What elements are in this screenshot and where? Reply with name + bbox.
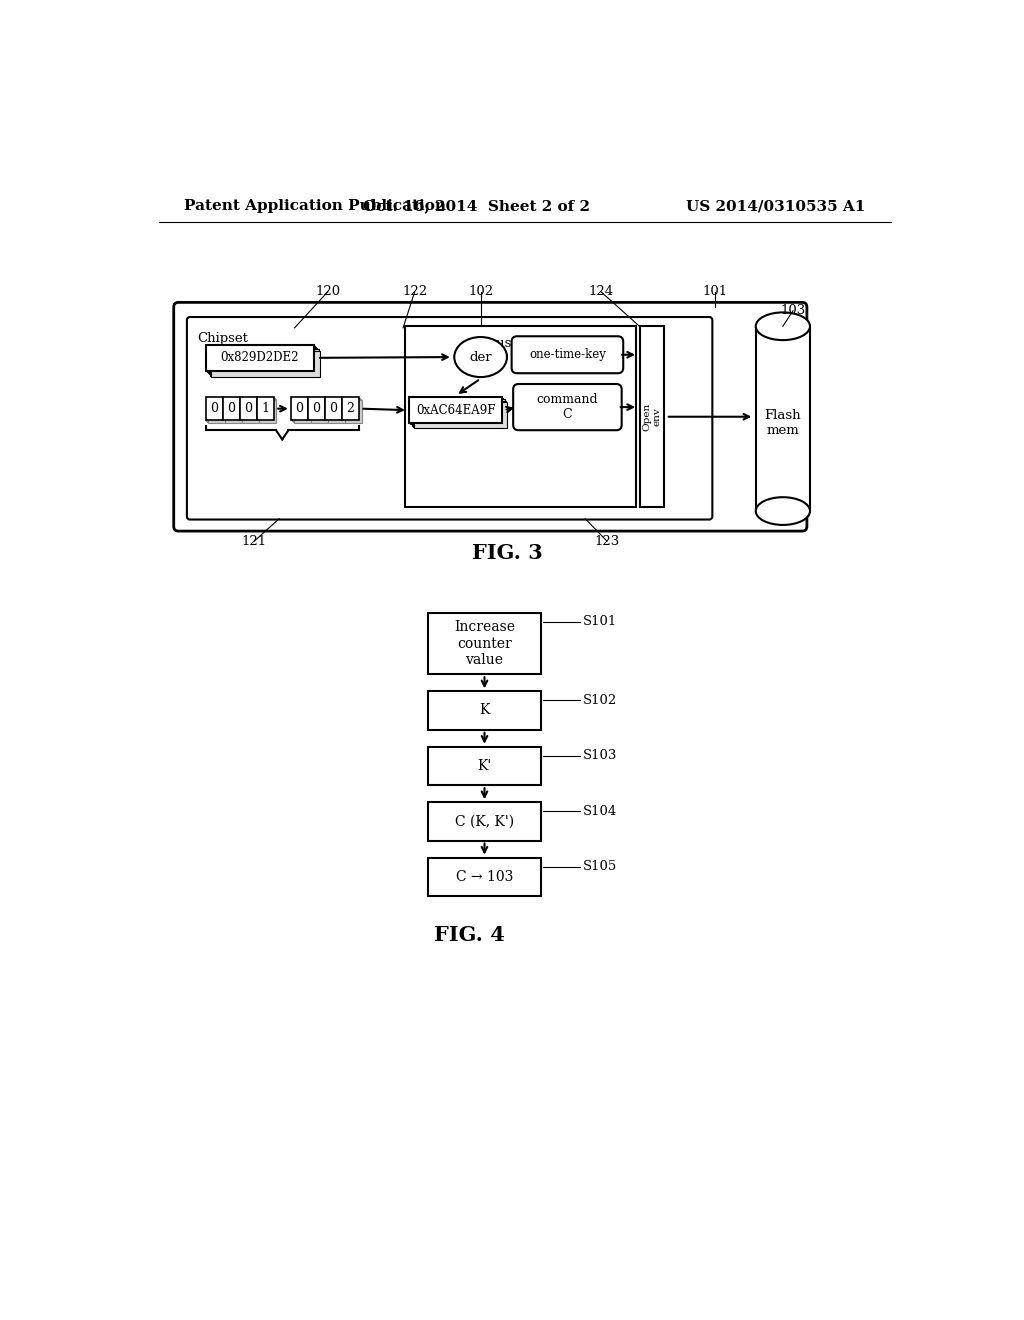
Text: 101: 101 <box>702 285 728 298</box>
Text: 0x829D2DE2: 0x829D2DE2 <box>220 351 299 364</box>
Text: S102: S102 <box>584 694 617 708</box>
Bar <box>327 399 344 422</box>
Bar <box>241 399 258 421</box>
Text: 0: 0 <box>244 403 252 416</box>
Bar <box>328 400 345 422</box>
Bar <box>342 397 359 420</box>
Bar <box>308 397 325 420</box>
Text: FIG. 4: FIG. 4 <box>433 924 505 945</box>
Bar <box>207 399 224 422</box>
Bar <box>309 399 327 422</box>
Text: S104: S104 <box>584 805 617 818</box>
Bar <box>345 400 361 422</box>
Bar <box>257 397 273 420</box>
Text: C → 103: C → 103 <box>456 870 513 884</box>
Bar <box>207 399 223 421</box>
Bar <box>207 346 315 372</box>
Bar <box>291 397 308 420</box>
Bar <box>242 399 258 422</box>
Bar <box>326 399 343 421</box>
Text: 122: 122 <box>402 285 427 298</box>
Bar <box>414 401 507 428</box>
Text: der: der <box>469 351 492 363</box>
Text: Flash
mem: Flash mem <box>765 408 801 437</box>
Text: S101: S101 <box>584 615 617 628</box>
Bar <box>428 692 541 730</box>
Bar <box>211 351 319 376</box>
Text: 0xAC64EA9F: 0xAC64EA9F <box>416 404 496 417</box>
Text: Increase
counter
value: Increase counter value <box>454 620 515 667</box>
Bar <box>209 348 317 375</box>
Text: 121: 121 <box>242 535 267 548</box>
Text: 0: 0 <box>227 403 236 416</box>
Text: Trusted env: Trusted env <box>481 337 561 350</box>
Bar <box>258 399 275 422</box>
Bar <box>412 400 505 425</box>
Text: US 2014/0310535 A1: US 2014/0310535 A1 <box>686 199 866 213</box>
Bar <box>258 399 274 421</box>
Bar <box>428 858 541 896</box>
Text: 102: 102 <box>468 285 494 298</box>
Bar <box>292 399 308 421</box>
Text: S103: S103 <box>584 750 617 763</box>
Text: 103: 103 <box>780 305 806 317</box>
Ellipse shape <box>455 337 507 378</box>
Bar <box>410 397 503 424</box>
Text: 123: 123 <box>594 535 620 548</box>
Text: Chipset: Chipset <box>198 333 249 346</box>
Bar <box>208 347 316 374</box>
Bar <box>343 399 359 421</box>
Bar <box>223 399 241 421</box>
Bar <box>224 399 242 422</box>
Bar <box>206 397 222 420</box>
Bar <box>413 400 506 426</box>
Text: 124: 124 <box>588 285 613 298</box>
Bar <box>222 397 240 420</box>
Text: Patent Application Publication: Patent Application Publication <box>183 199 445 213</box>
Bar <box>411 399 504 425</box>
Bar <box>428 747 541 785</box>
Ellipse shape <box>756 313 810 341</box>
Bar <box>308 399 326 421</box>
Text: one-time-key: one-time-key <box>529 348 606 362</box>
Text: K': K' <box>477 759 492 774</box>
FancyBboxPatch shape <box>512 337 624 374</box>
Bar <box>240 397 257 420</box>
Ellipse shape <box>756 498 810 525</box>
Bar <box>225 400 243 422</box>
Text: S105: S105 <box>584 861 617 874</box>
Bar <box>640 326 665 507</box>
Bar <box>210 350 318 376</box>
Text: 1: 1 <box>261 403 269 416</box>
FancyBboxPatch shape <box>513 384 622 430</box>
Text: 0: 0 <box>330 403 337 416</box>
Bar <box>206 345 314 371</box>
Bar <box>294 400 310 422</box>
FancyBboxPatch shape <box>187 317 713 520</box>
Bar <box>243 400 259 422</box>
Text: Open
env: Open env <box>642 403 662 430</box>
Bar <box>344 399 360 422</box>
Bar <box>293 399 309 422</box>
Bar <box>208 400 225 422</box>
Text: 0: 0 <box>210 403 218 416</box>
Text: 2: 2 <box>346 403 354 416</box>
Text: 0: 0 <box>295 403 303 416</box>
Text: K: K <box>479 704 489 718</box>
FancyBboxPatch shape <box>174 302 807 531</box>
Bar <box>259 400 276 422</box>
Text: C (K, K'): C (K, K') <box>455 814 514 829</box>
Bar <box>310 400 328 422</box>
Bar <box>428 612 541 675</box>
Bar <box>428 803 541 841</box>
Text: 120: 120 <box>315 285 341 298</box>
Bar <box>325 397 342 420</box>
Text: FIG. 3: FIG. 3 <box>472 544 543 564</box>
Text: command
C: command C <box>537 393 598 421</box>
Bar <box>406 326 636 507</box>
Text: Oct. 16, 2014  Sheet 2 of 2: Oct. 16, 2014 Sheet 2 of 2 <box>364 199 590 213</box>
Text: 0: 0 <box>312 403 321 416</box>
Bar <box>756 326 810 511</box>
